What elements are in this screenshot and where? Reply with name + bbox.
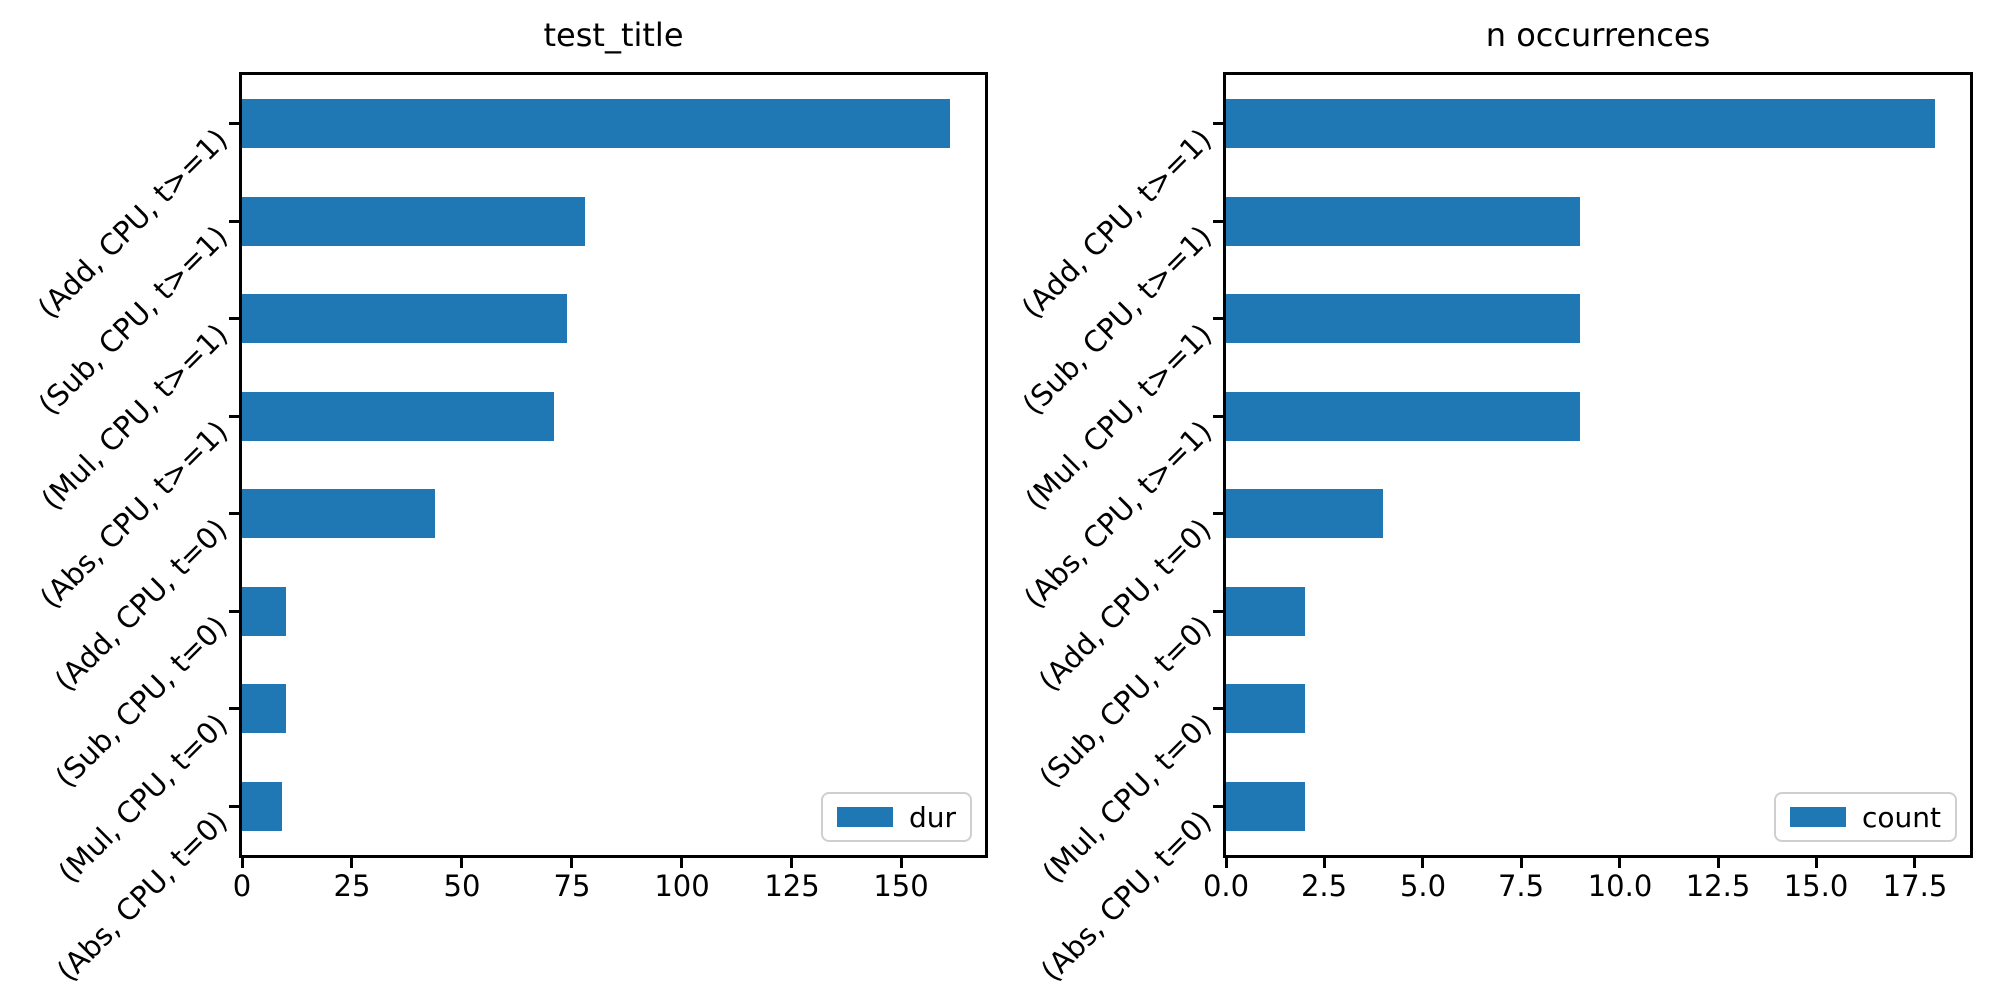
- y-tick-mark: [1213, 415, 1223, 418]
- x-tick-label: 2.5: [1300, 869, 1348, 903]
- x-tick-mark: [1421, 858, 1424, 868]
- y-tick-label: (Add, CPU, t=0): [1032, 511, 1219, 698]
- x-tick-label: 75: [553, 869, 591, 903]
- x-tick-label: 125: [764, 869, 820, 903]
- y-tick-label: (Mul, CPU, t=0): [1035, 706, 1219, 890]
- bar-add-cpu-t>=1: [242, 99, 950, 148]
- bar-abs-cpu-t=0: [242, 782, 282, 831]
- x-tick-mark: [350, 858, 353, 868]
- bar-abs-cpu-t>=1: [1226, 392, 1580, 441]
- x-tick-label: 100: [654, 869, 710, 903]
- y-tick-mark: [229, 317, 239, 320]
- chart-title: test_title: [543, 16, 684, 54]
- legend-swatch: [836, 807, 893, 827]
- y-tick-mark: [1213, 707, 1223, 710]
- x-tick-mark: [241, 858, 244, 868]
- y-tick-label: (Sub, CPU, t=0): [1032, 608, 1219, 795]
- x-tick-mark: [900, 858, 903, 868]
- bar-add-cpu-t=0: [1226, 489, 1383, 538]
- x-tick-label: 0.0: [1202, 869, 1250, 903]
- x-tick-label: 15.0: [1783, 869, 1849, 903]
- x-tick-label: 5.0: [1399, 869, 1447, 903]
- y-tick-mark: [1213, 122, 1223, 125]
- bar-add-cpu-t=0: [242, 489, 435, 538]
- bar-mul-cpu-t>=1: [242, 294, 567, 343]
- y-tick-label: (Add, CPU, t>=1): [31, 121, 235, 325]
- bar-abs-cpu-t>=1: [242, 392, 554, 441]
- y-tick-label: (Abs, CPU, t>=1): [1017, 413, 1219, 615]
- bar-abs-cpu-t=0: [1226, 782, 1305, 831]
- y-tick-label: (Abs, CPU, t=0): [1034, 803, 1219, 988]
- y-tick-mark: [229, 512, 239, 515]
- legend-swatch: [1790, 807, 1846, 827]
- bar-sub-cpu-t>=1: [1226, 197, 1580, 246]
- legend-label: dur: [908, 800, 956, 834]
- y-tick-label: (Sub, CPU, t>=1): [31, 218, 235, 422]
- x-tick-mark: [1913, 858, 1916, 868]
- y-tick-mark: [229, 415, 239, 418]
- y-tick-mark: [1213, 317, 1223, 320]
- x-tick-mark: [790, 858, 793, 868]
- y-tick-mark: [1213, 610, 1223, 613]
- y-tick-mark: [1213, 512, 1223, 515]
- chart-title: n occurrences: [1485, 16, 1711, 54]
- y-tick-label: (Add, CPU, t=0): [48, 511, 235, 698]
- x-tick-mark: [1717, 858, 1720, 868]
- bar-sub-cpu-t=0: [1226, 587, 1305, 636]
- y-tick-mark: [229, 610, 239, 613]
- plot-area: [1223, 72, 1973, 858]
- x-tick-mark: [1323, 858, 1326, 868]
- x-tick-mark: [570, 858, 573, 868]
- bar-sub-cpu-t>=1: [242, 197, 585, 246]
- bar-add-cpu-t>=1: [1226, 99, 1935, 148]
- y-tick-label: (Mul, CPU, t=0): [51, 706, 235, 890]
- legend-label: count: [1862, 800, 1941, 834]
- x-tick-label: 17.5: [1882, 869, 1948, 903]
- x-tick-mark: [1618, 858, 1621, 868]
- y-tick-mark: [229, 805, 239, 808]
- x-tick-label: 0: [232, 869, 252, 903]
- bar-mul-cpu-t=0: [242, 684, 286, 733]
- y-tick-label: (Abs, CPU, t>=1): [33, 413, 235, 615]
- legend: dur: [820, 792, 972, 842]
- bar-mul-cpu-t=0: [1226, 684, 1305, 733]
- x-tick-label: 10.0: [1587, 869, 1653, 903]
- y-tick-label: (Mul, CPU, t>=1): [34, 316, 235, 517]
- y-tick-label: (Mul, CPU, t>=1): [1018, 316, 1219, 517]
- bar-sub-cpu-t=0: [242, 587, 286, 636]
- x-tick-mark: [1815, 858, 1818, 868]
- y-tick-label: (Sub, CPU, t=0): [48, 608, 235, 795]
- x-tick-label: 50: [443, 869, 481, 903]
- y-tick-label: (Sub, CPU, t>=1): [1015, 218, 1219, 422]
- y-tick-mark: [1213, 220, 1223, 223]
- bar-mul-cpu-t>=1: [1226, 294, 1580, 343]
- x-tick-label: 25: [333, 869, 371, 903]
- x-tick-label: 150: [873, 869, 929, 903]
- legend: count: [1774, 792, 1957, 842]
- y-tick-mark: [1213, 805, 1223, 808]
- y-tick-label: (Abs, CPU, t=0): [50, 803, 235, 988]
- y-tick-label: (Add, CPU, t>=1): [1015, 121, 1219, 325]
- x-tick-label: 12.5: [1685, 869, 1751, 903]
- y-tick-mark: [229, 220, 239, 223]
- x-tick-mark: [1225, 858, 1228, 868]
- x-tick-mark: [1520, 858, 1523, 868]
- plot-area: [239, 72, 988, 858]
- y-tick-mark: [229, 122, 239, 125]
- x-tick-label: 7.5: [1497, 869, 1545, 903]
- x-tick-mark: [680, 858, 683, 868]
- x-tick-mark: [460, 858, 463, 868]
- y-tick-mark: [229, 707, 239, 710]
